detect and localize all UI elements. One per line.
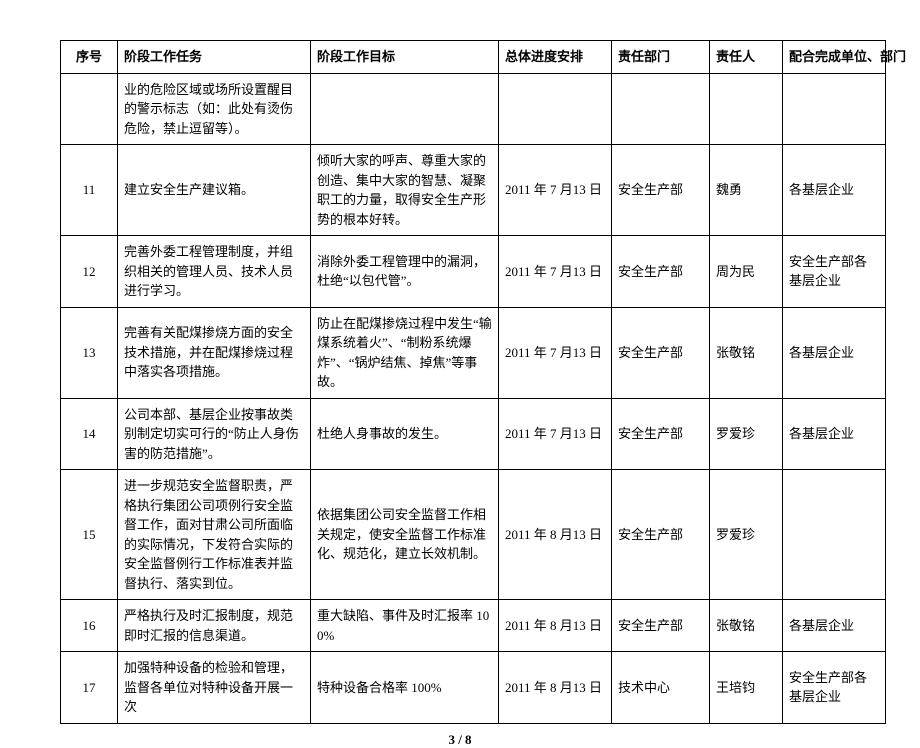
header-goal: 阶段工作目标 — [311, 41, 499, 74]
cell-coop: 各基层企业 — [783, 398, 886, 470]
table-row: 14公司本部、基层企业按事故类别制定切实可行的“防止人身伤害的防范措施”。杜绝人… — [61, 398, 886, 470]
table-row: 业的危险区域或场所设置醒目的警示标志（如：此处有烫伤危险，禁止逗留等）。 — [61, 73, 886, 145]
cell-task: 完善有关配煤掺烧方面的安全技术措施，并在配煤掺烧过程中落实各项措施。 — [118, 307, 311, 398]
task-table: 序号 阶段工作任务 阶段工作目标 总体进度安排 责任部门 责任人 配合完成单位、… — [60, 40, 886, 724]
table-row: 11建立安全生产建议箱。倾听大家的呼声、尊重大家的创造、集中大家的智慧、凝聚职工… — [61, 145, 886, 236]
cell-coop: 各基层企业 — [783, 145, 886, 236]
cell-task: 加强特种设备的检验和管理，监督各单位对特种设备开展一次 — [118, 652, 311, 724]
cell-dept: 安全生产部 — [612, 398, 710, 470]
table-row: 17加强特种设备的检验和管理，监督各单位对特种设备开展一次特种设备合格率 100… — [61, 652, 886, 724]
cell-dept: 安全生产部 — [612, 307, 710, 398]
cell-owner: 罗爱珍 — [710, 470, 783, 600]
cell-coop: 各基层企业 — [783, 307, 886, 398]
cell-seq: 14 — [61, 398, 118, 470]
cell-sched — [499, 73, 612, 145]
cell-coop — [783, 73, 886, 145]
cell-task: 建立安全生产建议箱。 — [118, 145, 311, 236]
cell-coop: 安全生产部各基层企业 — [783, 652, 886, 724]
header-seq: 序号 — [61, 41, 118, 74]
cell-seq: 15 — [61, 470, 118, 600]
cell-goal: 特种设备合格率 100% — [311, 652, 499, 724]
cell-sched: 2011 年 8 月13 日 — [499, 600, 612, 652]
header-sched: 总体进度安排 — [499, 41, 612, 74]
cell-goal: 倾听大家的呼声、尊重大家的创造、集中大家的智慧、凝聚职工的力量，取得安全生产形势… — [311, 145, 499, 236]
cell-owner: 魏勇 — [710, 145, 783, 236]
cell-coop: 安全生产部各基层企业 — [783, 236, 886, 308]
cell-dept: 技术中心 — [612, 652, 710, 724]
cell-seq: 17 — [61, 652, 118, 724]
header-coop: 配合完成单位、部门 — [783, 41, 886, 74]
cell-seq: 12 — [61, 236, 118, 308]
cell-seq: 11 — [61, 145, 118, 236]
cell-coop: 各基层企业 — [783, 600, 886, 652]
cell-sched: 2011 年 7 月13 日 — [499, 307, 612, 398]
cell-goal: 依据集团公司安全监督工作相关规定，使安全监督工作标准化、规范化，建立长效机制。 — [311, 470, 499, 600]
table-row: 12完善外委工程管理制度，并组织相关的管理人员、技术人员进行学习。消除外委工程管… — [61, 236, 886, 308]
cell-seq: 16 — [61, 600, 118, 652]
table-row: 15进一步规范安全监督职责，严格执行集团公司项例行安全监督工作，面对甘肃公司所面… — [61, 470, 886, 600]
header-row: 序号 阶段工作任务 阶段工作目标 总体进度安排 责任部门 责任人 配合完成单位、… — [61, 41, 886, 74]
table-body: 业的危险区域或场所设置醒目的警示标志（如：此处有烫伤危险，禁止逗留等）。11建立… — [61, 73, 886, 723]
header-dept: 责任部门 — [612, 41, 710, 74]
cell-dept: 安全生产部 — [612, 145, 710, 236]
cell-coop — [783, 470, 886, 600]
cell-owner: 王培钧 — [710, 652, 783, 724]
header-task: 阶段工作任务 — [118, 41, 311, 74]
cell-owner: 周为民 — [710, 236, 783, 308]
cell-goal: 防止在配煤掺烧过程中发生“输煤系统着火”、“制粉系统爆炸”、“锅炉结焦、掉焦”等… — [311, 307, 499, 398]
cell-seq: 13 — [61, 307, 118, 398]
cell-owner: 张敬铭 — [710, 600, 783, 652]
table-row: 13完善有关配煤掺烧方面的安全技术措施，并在配煤掺烧过程中落实各项措施。防止在配… — [61, 307, 886, 398]
cell-sched: 2011 年 7 月13 日 — [499, 145, 612, 236]
cell-sched: 2011 年 8 月13 日 — [499, 652, 612, 724]
cell-dept: 安全生产部 — [612, 600, 710, 652]
cell-dept — [612, 73, 710, 145]
cell-seq — [61, 73, 118, 145]
table-row: 16严格执行及时汇报制度，规范即时汇报的信息渠道。重大缺陷、事件及时汇报率 10… — [61, 600, 886, 652]
cell-goal: 重大缺陷、事件及时汇报率 100% — [311, 600, 499, 652]
cell-sched: 2011 年 7 月13 日 — [499, 236, 612, 308]
cell-goal — [311, 73, 499, 145]
cell-task: 完善外委工程管理制度，并组织相关的管理人员、技术人员进行学习。 — [118, 236, 311, 308]
cell-owner: 张敬铭 — [710, 307, 783, 398]
cell-goal: 消除外委工程管理中的漏洞，杜绝“以包代管”。 — [311, 236, 499, 308]
header-owner: 责任人 — [710, 41, 783, 74]
cell-sched: 2011 年 8 月13 日 — [499, 470, 612, 600]
cell-sched: 2011 年 7 月13 日 — [499, 398, 612, 470]
cell-dept: 安全生产部 — [612, 470, 710, 600]
cell-goal: 杜绝人身事故的发生。 — [311, 398, 499, 470]
cell-dept: 安全生产部 — [612, 236, 710, 308]
page-footer: 3 / 8 — [60, 732, 860, 748]
cell-task: 进一步规范安全监督职责，严格执行集团公司项例行安全监督工作，面对甘肃公司所面临的… — [118, 470, 311, 600]
cell-task: 严格执行及时汇报制度，规范即时汇报的信息渠道。 — [118, 600, 311, 652]
cell-task: 业的危险区域或场所设置醒目的警示标志（如：此处有烫伤危险，禁止逗留等）。 — [118, 73, 311, 145]
cell-owner: 罗爱珍 — [710, 398, 783, 470]
cell-owner — [710, 73, 783, 145]
cell-task: 公司本部、基层企业按事故类别制定切实可行的“防止人身伤害的防范措施”。 — [118, 398, 311, 470]
